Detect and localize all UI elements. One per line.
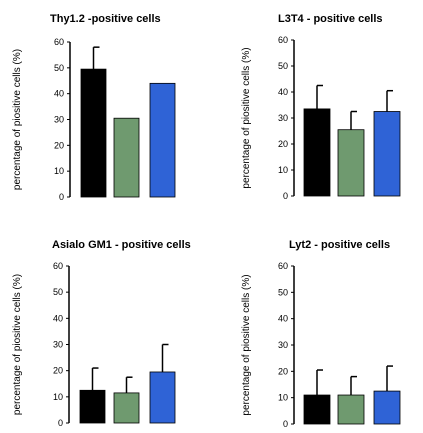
y-tick-label: 30 <box>278 113 288 123</box>
chart-panel-4: Lyt2 - positive cells percentage of piosi… <box>241 239 401 429</box>
bar <box>113 392 140 424</box>
chart-panel-3: Asialo GM1 - positive cells percentage of… <box>12 239 191 428</box>
y-tick-label: 40 <box>278 314 288 324</box>
y-tick-label: 60 <box>53 261 63 271</box>
bar <box>113 117 140 198</box>
y-tick-label: 50 <box>53 287 63 297</box>
y-tick-label: 10 <box>53 392 63 402</box>
y-tick-label: 10 <box>278 165 288 175</box>
y-tick-label: 40 <box>54 89 64 99</box>
chart-title: Asialo GM1 - positive cells <box>52 239 191 251</box>
y-tick-label: 10 <box>278 393 288 403</box>
y-tick-label: 40 <box>278 87 288 97</box>
y-tick-label: 30 <box>278 340 288 350</box>
y-tick-label: 20 <box>278 139 288 149</box>
y-tick-label: 50 <box>278 287 288 297</box>
y-tick-label: 20 <box>53 366 63 376</box>
y-tick-label: 20 <box>54 140 64 150</box>
chart-title: Lyt2 - positive cells <box>289 239 390 251</box>
y-tick-label: 50 <box>54 63 64 73</box>
y-axis-label: percentage of piositive cells (%) <box>12 274 23 415</box>
chart-panel-2: L3T4 - positive cells percentage of piosi… <box>241 13 401 201</box>
chart-panel-1: Thy1.2 -positive cells percentage of pios… <box>12 13 176 202</box>
y-tick-label: 30 <box>54 115 64 125</box>
bar <box>149 82 176 198</box>
bar <box>79 389 106 424</box>
bar <box>149 371 176 424</box>
y-tick-label: 60 <box>54 37 64 47</box>
y-tick-label: 0 <box>59 192 64 202</box>
y-tick-label: 50 <box>278 61 288 71</box>
y-tick-label: 0 <box>283 191 288 201</box>
y-tick-label: 10 <box>54 166 64 176</box>
y-tick-label: 20 <box>278 366 288 376</box>
y-tick-label: 60 <box>278 35 288 45</box>
y-axis-label: percentage of piositive cells (%) <box>241 274 252 415</box>
bar <box>80 68 107 198</box>
y-tick-label: 0 <box>283 419 288 429</box>
y-axis-label: percentage of piositive cells (%) <box>241 47 252 188</box>
bar <box>337 394 365 425</box>
chart-title: L3T4 - positive cells <box>278 13 383 25</box>
bar <box>373 390 401 425</box>
chart-title: Thy1.2 -positive cells <box>50 13 161 25</box>
bar <box>337 129 365 197</box>
bar <box>373 111 401 197</box>
y-tick-label: 0 <box>58 418 63 428</box>
y-tick-label: 30 <box>53 340 63 350</box>
bar <box>303 108 331 197</box>
bar <box>303 394 331 425</box>
y-tick-label: 40 <box>53 313 63 323</box>
y-axis-label: percentage of piositive cells (%) <box>12 49 23 190</box>
y-tick-label: 60 <box>278 261 288 271</box>
